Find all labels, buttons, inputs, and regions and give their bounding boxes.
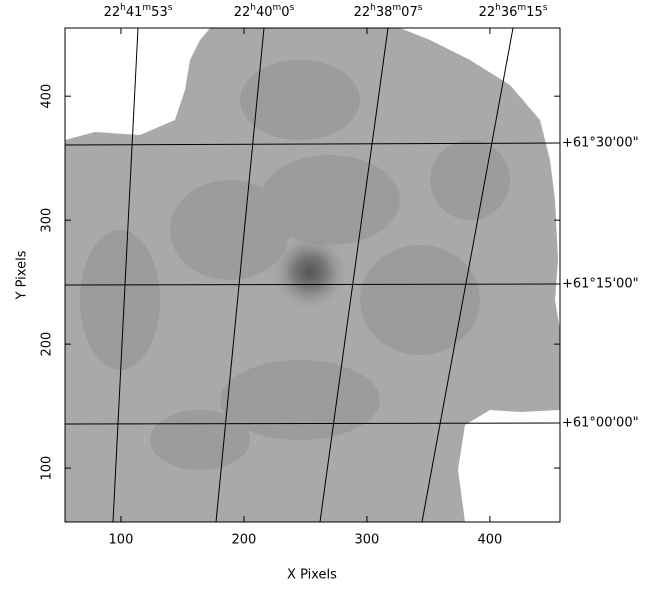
ra-label-part: m <box>142 3 151 13</box>
ra-label-part: 15 <box>526 5 543 20</box>
ra-label-part: m <box>273 3 282 13</box>
ra-label-part: 53 <box>151 5 168 20</box>
dec-label: +61°15'00" <box>562 277 639 292</box>
ra-label-part: 22 <box>234 5 251 20</box>
ra-label: 22h36m15s <box>479 3 548 20</box>
y-axis-label: Y Pixels <box>15 250 30 300</box>
ra-label-part: s <box>290 3 295 13</box>
sky-image <box>65 28 560 522</box>
y-tick-label: 100 <box>40 456 55 481</box>
ra-label-part: 38 <box>376 5 393 20</box>
ra-label-part: m <box>392 3 401 13</box>
ra-label-part: 40 <box>256 5 273 20</box>
ra-label-part: 0 <box>281 5 289 20</box>
ra-label-part: 22 <box>479 5 496 20</box>
ra-label-part: h <box>495 3 501 13</box>
y-tick-label: 300 <box>40 208 55 233</box>
ra-label-part: 41 <box>126 5 143 20</box>
ra-label-part: h <box>120 3 126 13</box>
ra-label: 22h41m53s <box>104 3 173 20</box>
ra-label-part: h <box>250 3 256 13</box>
ra-label-part: m <box>517 3 526 13</box>
ra-label-part: s <box>168 3 173 13</box>
x-tick-label: 400 <box>477 533 502 548</box>
ra-label: 22h40m0s <box>234 3 295 20</box>
x-tick-label: 300 <box>355 533 380 548</box>
ra-label-part: h <box>370 3 376 13</box>
ra-label-part: 22 <box>104 5 121 20</box>
x-tick-label: 200 <box>232 533 257 548</box>
dec-label: +61°00'00" <box>562 416 639 431</box>
x-axis-label: X Pixels <box>287 568 337 583</box>
ra-label-part: s <box>418 3 423 13</box>
ra-label: 22h38m07s <box>354 3 423 20</box>
y-tick-label: 400 <box>40 84 55 109</box>
x-tick-label: 100 <box>109 533 134 548</box>
plot-frame <box>64 27 561 523</box>
dec-label: +61°30'00" <box>562 136 639 151</box>
ra-label-part: s <box>543 3 548 13</box>
y-tick-label: 200 <box>40 332 55 357</box>
coordinate-grid <box>64 27 561 523</box>
ra-label-part: 07 <box>401 5 418 20</box>
ra-label-part: 36 <box>501 5 518 20</box>
ra-label-part: 22 <box>354 5 371 20</box>
